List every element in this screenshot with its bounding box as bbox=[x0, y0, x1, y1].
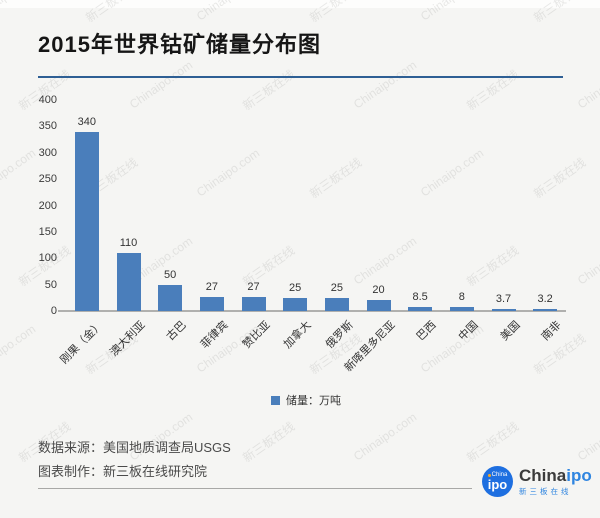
x-axis-category-label: 澳大利亚 bbox=[107, 319, 148, 359]
bar-value-label: 8 bbox=[458, 290, 465, 303]
logo-subtext: 新三板在线 bbox=[519, 486, 572, 496]
chinaipo-badge-icon: China ipo bbox=[482, 466, 513, 497]
x-axis-category-label: 刚果（金） bbox=[58, 319, 106, 367]
x-axis-category-label: 南非 bbox=[539, 319, 564, 344]
logo-badge-top-text: China bbox=[488, 472, 508, 478]
bar-value-label: 20 bbox=[372, 284, 385, 297]
x-axis-category-label: 巴西 bbox=[414, 319, 439, 344]
chart-maker-note: 图表制作：新三板在线研究院 bbox=[38, 464, 208, 479]
x-axis-category-label: 古巴 bbox=[164, 319, 189, 344]
bar bbox=[491, 309, 516, 311]
bar bbox=[533, 309, 558, 311]
bar-value-label: 340 bbox=[77, 115, 96, 128]
bar-value-label: 50 bbox=[164, 268, 177, 281]
bar bbox=[283, 297, 308, 311]
x-axis-category-label: 菲律宾 bbox=[198, 319, 231, 351]
legend-swatch-icon bbox=[271, 395, 280, 405]
logo-badge-main-text: ipo bbox=[487, 477, 508, 492]
x-axis-category-label: 中国 bbox=[456, 319, 481, 344]
bar bbox=[199, 296, 224, 311]
bar-value-label: 25 bbox=[289, 281, 302, 294]
y-axis-tick-label: 200 bbox=[38, 199, 57, 212]
x-axis-category-label: 俄罗斯 bbox=[323, 319, 356, 351]
bar-value-label: 3.2 bbox=[537, 293, 553, 305]
data-source-note: 数据来源：美国地质调查局USGS bbox=[38, 440, 231, 455]
bar-value-label: 27 bbox=[205, 280, 218, 293]
bar bbox=[241, 296, 266, 311]
x-axis-category-label: 加拿大 bbox=[281, 319, 314, 351]
bar bbox=[324, 297, 349, 311]
x-axis-category-label: 赞比亚 bbox=[240, 319, 273, 351]
legend-label: 储量：万吨 bbox=[286, 395, 341, 407]
bar-value-label: 27 bbox=[247, 280, 260, 293]
y-axis-tick-label: 50 bbox=[44, 278, 57, 291]
title-underline bbox=[38, 76, 563, 78]
chinaipo-logo: China ipo Chinaipo 新三板在线 bbox=[482, 466, 592, 497]
bar bbox=[449, 306, 474, 311]
bar-value-label: 110 bbox=[119, 236, 138, 249]
logo-wordmark-blue: ipo bbox=[566, 465, 592, 485]
bar-value-label: 8.5 bbox=[412, 290, 428, 303]
bar bbox=[116, 252, 141, 311]
y-axis-tick-label: 300 bbox=[38, 146, 57, 159]
page-title: 2015年世界钴矿储量分布图 bbox=[38, 32, 321, 57]
bar bbox=[74, 131, 99, 311]
y-axis-tick-label: 0 bbox=[50, 305, 57, 317]
y-axis-tick-label: 350 bbox=[38, 120, 57, 133]
y-axis-tick-label: 400 bbox=[38, 94, 57, 106]
logo-wordmark: Chinaipo 新三板在线 bbox=[519, 467, 592, 497]
bar-value-label: 25 bbox=[330, 281, 343, 294]
x-axis-line bbox=[58, 310, 566, 312]
y-axis-tick-label: 150 bbox=[38, 225, 57, 238]
footer-divider bbox=[38, 488, 472, 489]
chart-legend: 储量：万吨 bbox=[0, 392, 600, 408]
bar bbox=[408, 306, 433, 311]
y-axis-tick-label: 250 bbox=[38, 173, 57, 186]
y-axis-tick-label: 100 bbox=[38, 252, 57, 265]
bar-value-label: 3.7 bbox=[495, 293, 512, 305]
bar bbox=[366, 300, 391, 311]
bar bbox=[158, 284, 183, 311]
x-axis-category-label: 美国 bbox=[498, 319, 523, 344]
top-strip bbox=[0, 0, 600, 8]
logo-wordmark-dark: China bbox=[519, 465, 567, 485]
